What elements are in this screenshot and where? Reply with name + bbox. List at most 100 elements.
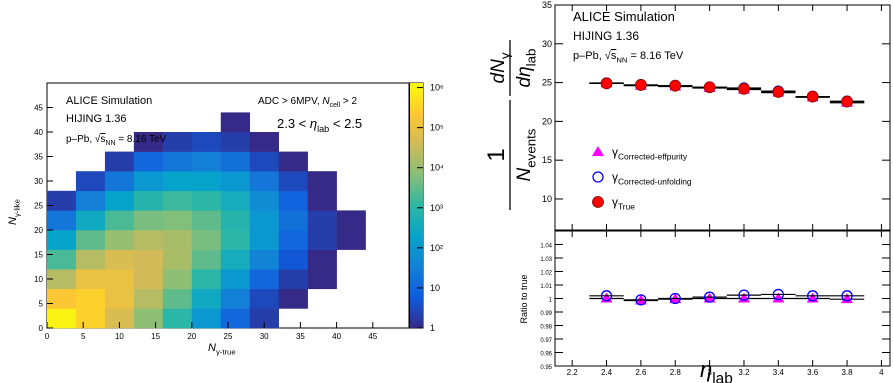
y-tick-label: 0.95 [540,365,552,371]
colorbar-tick-label: 10³ [430,203,443,213]
y-tick-label: 1.01 [540,284,552,290]
heatmap-cell [220,249,251,270]
colorbar-tick-label: 10⁵ [430,123,444,133]
text-part: lab [712,371,733,383]
marker [807,290,819,302]
text-part: lab [317,124,329,134]
heatmap-cell [220,171,251,192]
heatmap-cell [104,151,135,172]
fraction-denominator: dηlab [514,49,539,88]
text-part: γ-like [12,199,21,217]
text-part: HIJING 1.36 [573,29,639,43]
fraction-denominator: Nevents [514,128,539,181]
text-part: s [611,50,617,62]
y-tick-label: 35 [34,153,43,162]
colorbar-tick-label: 10⁴ [430,163,444,173]
heatmap-cell [162,151,193,172]
text-part: lab [524,49,539,67]
text-part: p–Pb, √ [66,133,101,145]
marker [635,294,647,306]
heatmap-cell [104,288,135,309]
heatmap-cell [220,132,251,152]
heatmap-cell [278,210,308,231]
y-tick-label: 0.97 [540,338,552,344]
heatmap-cell [162,308,193,329]
colorbar-tick-label: 10⁶ [430,83,444,93]
y-tick-label: 15 [34,251,43,260]
text-part: True [618,202,635,212]
y-tick-label: 0 [39,324,44,333]
heatmap-cell [307,210,337,231]
heatmap-cell [249,269,279,290]
heatmap-cell [249,249,279,270]
heatmap-cell [104,308,135,329]
heatmap-cell [249,308,279,329]
legend-marker [592,171,604,183]
x-tick-label: 45 [368,332,377,341]
heatmap-cell [133,308,164,329]
heatmap-cell [162,210,193,231]
x-axis-label: Nγ-true [208,342,236,356]
legend-label: γCorrected-effpurity [612,145,688,162]
heatmap-cell [191,132,222,152]
heatmap-cell [278,230,308,250]
x-tick-label: 4 [879,368,884,377]
x-tick-label: 40 [332,332,341,341]
x-tick-label: 20 [187,332,196,341]
text-part: HIJING 1.36 [66,113,127,125]
fraction-numerator: dNγ [488,52,513,83]
text-part: γ-true [216,347,236,356]
y-tick-label: 45 [34,104,43,113]
annotation: ALICE Simulation [66,95,152,107]
heatmap-cell [162,288,193,309]
heatmap-cell [220,230,251,250]
y-tick-label: 0.98 [540,325,552,331]
heatmap-cell [278,249,308,270]
y-tick-label: 25 [542,78,552,88]
y-tick-label: 0.99 [540,311,552,317]
x-tick-label: 10 [115,332,124,341]
marker [600,77,613,90]
annotation: HIJING 1.36 [66,113,127,125]
y-tick-label: 1.04 [540,244,552,250]
x-tick-label: 3.6 [807,368,819,377]
heatmap-cell [104,190,135,211]
x-tick-label: 25 [224,332,233,341]
y-tick-label: 10 [34,275,43,284]
annotation: p–Pb, √sNN = 8.16 TeV [66,133,167,147]
heatmap-cell [307,249,337,270]
text-part: N [322,96,330,107]
heatmap-cell [307,171,337,192]
marker [841,95,853,108]
heatmap-cell [220,151,251,172]
text-part: events [524,128,539,168]
marker [703,81,716,94]
y-tick-label: 25 [34,202,43,211]
heatmap-cell [104,171,135,192]
heatmap-cell [133,171,164,192]
heatmap-cell [75,288,106,309]
colorbar-tick-label: 1 [430,323,435,333]
y-tick-label: 1.02 [540,271,552,277]
marker [600,290,613,302]
heatmap-cell [249,288,279,309]
heatmap-cell [104,210,135,231]
legend-marker [592,196,604,208]
heatmap-cell [220,210,251,231]
top-panel-frame [554,4,891,231]
text-part: = 8.16 TeV [116,134,167,145]
x-tick-label: 3.4 [773,368,785,377]
heatmap-cell [75,230,106,250]
text-part: cell [330,102,341,109]
marker [772,85,785,98]
heatmap-cell [47,230,77,250]
annotation: ALICE Simulation [573,9,675,24]
heatmap-cell [133,230,164,250]
heatmap-cell [249,190,279,211]
heatmap-cell [75,190,106,211]
text-part: N [7,217,19,225]
heatmap-cell [249,230,279,250]
heatmap-cell [104,249,135,270]
heatmap-cell [249,151,279,172]
